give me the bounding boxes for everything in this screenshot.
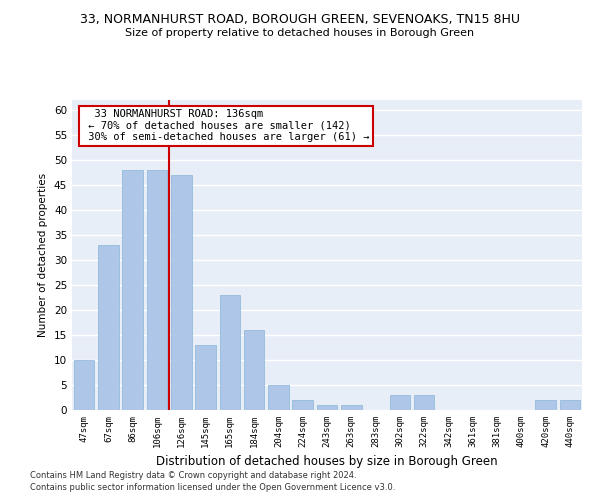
Bar — [341, 405, 362, 410]
Text: Contains public sector information licensed under the Open Government Licence v3: Contains public sector information licen… — [30, 484, 395, 492]
Text: Contains HM Land Registry data © Crown copyright and database right 2024.: Contains HM Land Registry data © Crown c… — [30, 471, 356, 480]
Bar — [389, 395, 410, 410]
Bar — [171, 175, 191, 410]
Bar — [195, 345, 216, 410]
Bar — [244, 330, 265, 410]
Bar — [146, 170, 167, 410]
Bar — [560, 400, 580, 410]
Bar — [535, 400, 556, 410]
Bar — [268, 385, 289, 410]
Y-axis label: Number of detached properties: Number of detached properties — [38, 173, 49, 337]
Bar — [74, 360, 94, 410]
X-axis label: Distribution of detached houses by size in Borough Green: Distribution of detached houses by size … — [156, 456, 498, 468]
Bar — [98, 245, 119, 410]
Text: Size of property relative to detached houses in Borough Green: Size of property relative to detached ho… — [125, 28, 475, 38]
Bar — [317, 405, 337, 410]
Text: 33, NORMANHURST ROAD, BOROUGH GREEN, SEVENOAKS, TN15 8HU: 33, NORMANHURST ROAD, BOROUGH GREEN, SEV… — [80, 12, 520, 26]
Text: 33 NORMANHURST ROAD: 136sqm  
 ← 70% of detached houses are smaller (142)
 30% o: 33 NORMANHURST ROAD: 136sqm ← 70% of det… — [82, 110, 370, 142]
Bar — [414, 395, 434, 410]
Bar — [122, 170, 143, 410]
Bar — [220, 295, 240, 410]
Bar — [292, 400, 313, 410]
